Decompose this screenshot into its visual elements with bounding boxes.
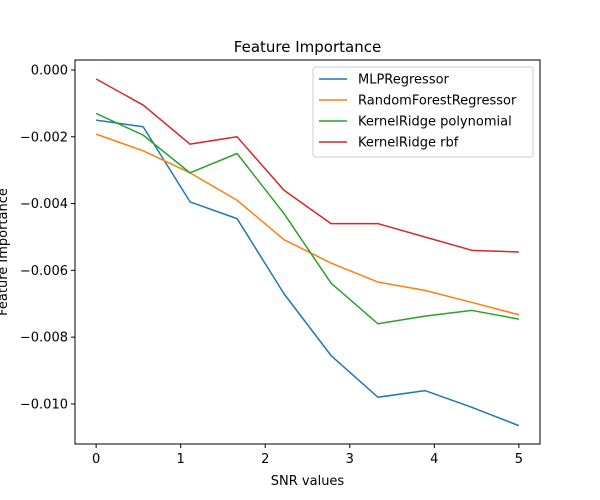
legend-entry-label: RandomForestRegressor: [358, 94, 517, 109]
x-tick-label: 0: [92, 452, 100, 467]
y-tick-label: −0.010: [20, 397, 68, 412]
y-tick-label: −0.002: [20, 130, 68, 145]
series-line-kernelridge-polynomial: [95, 112, 519, 325]
x-tick-label: 3: [346, 452, 354, 467]
chart-title: Feature Importance: [234, 38, 381, 56]
y-axis-label: Feature Importance: [0, 188, 11, 316]
legend-entry-label: MLPRegressor: [358, 73, 450, 88]
series-line-randomforestregressor: [95, 133, 520, 316]
y-tick-label: −0.006: [20, 264, 68, 279]
y-tick-label: −0.008: [20, 331, 68, 346]
plot-area: [95, 78, 520, 427]
legend-box: [312, 66, 534, 158]
x-tick-label: 2: [261, 452, 269, 467]
legend: MLPRegressor RandomForestRegressor KernelR…: [312, 66, 534, 158]
y-tick-label: −0.004: [20, 197, 68, 212]
x-tick-label: 1: [177, 452, 185, 467]
axes-ticks: 0 1 2 3 4 5 0.000 −0.002 −0.004 −0.006 −0.008 −0.01…: [20, 64, 523, 467]
axes-frame: [74, 59, 541, 445]
legend-entry-label: KernelRidge polynomial: [358, 115, 512, 130]
x-axis-label: SNR values: [271, 474, 345, 489]
x-tick-label: 5: [515, 452, 523, 467]
x-tick-label: 4: [430, 452, 438, 467]
series-line-kernelridge-rbf: [95, 78, 519, 253]
y-tick-label: 0.000: [31, 64, 68, 79]
legend-entry-label: KernelRidge rbf: [358, 136, 459, 151]
series-line-mlpregressor: [96, 119, 520, 427]
